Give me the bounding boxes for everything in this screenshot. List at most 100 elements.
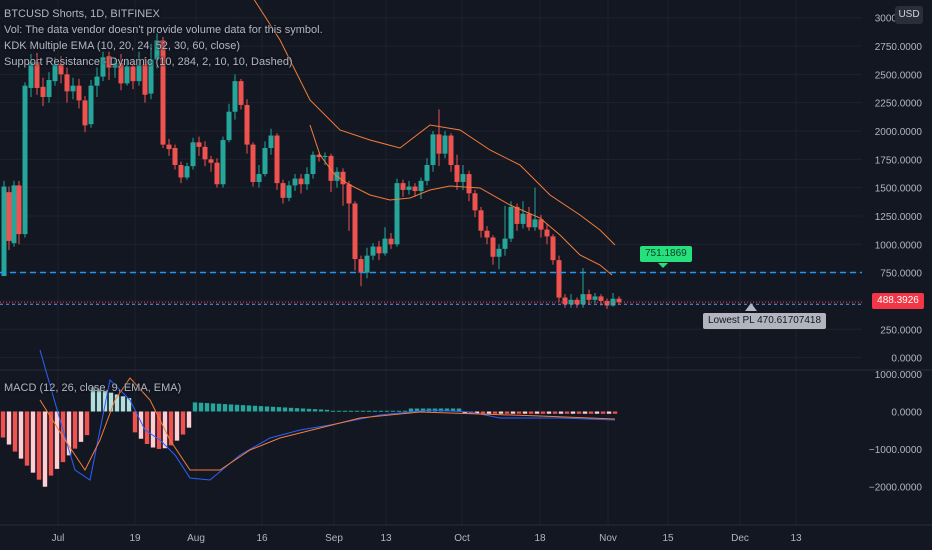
- macd-bar: [312, 409, 318, 412]
- candle: [568, 294, 574, 308]
- macd-bar: [96, 389, 102, 412]
- candle: [472, 189, 478, 218]
- candle: [388, 232, 394, 249]
- macd-bar: [6, 411, 12, 445]
- macd-bar: [36, 411, 42, 480]
- candle: [508, 201, 514, 243]
- candle: [532, 187, 538, 231]
- candle: [574, 297, 580, 308]
- macd-bar: [486, 411, 492, 414]
- candle: [400, 179, 406, 197]
- candle: [142, 57, 148, 103]
- candle: [436, 109, 442, 167]
- candle: [322, 152, 328, 165]
- candle: [550, 234, 556, 265]
- candle: [226, 103, 232, 143]
- candlesticks[interactable]: [1, 33, 622, 309]
- macd-bar: [522, 411, 528, 414]
- candle: [358, 255, 364, 287]
- macd-bar: [120, 396, 126, 412]
- candle: [286, 180, 292, 202]
- candle: [256, 164, 262, 188]
- macd-bar: [150, 411, 156, 448]
- candle: [478, 206, 484, 238]
- candle: [100, 51, 106, 82]
- candle: [292, 174, 298, 192]
- macd-bar: [270, 406, 276, 412]
- candle: [196, 136, 202, 156]
- candle: [310, 151, 316, 179]
- macd-bar: [534, 411, 540, 414]
- macd-bar: [204, 403, 210, 412]
- ema-line: [309, 124, 613, 276]
- candle: [220, 136, 226, 188]
- support-resistance-legend: Support Resistance - Dynamic (10, 284, 2…: [4, 56, 293, 68]
- macd-bar: [330, 410, 336, 412]
- candle: [406, 180, 412, 195]
- candle: [262, 141, 268, 177]
- macd-bar: [306, 408, 312, 412]
- time-tick-label: 19: [129, 533, 141, 544]
- macd-bar: [168, 411, 174, 446]
- candle: [76, 78, 82, 109]
- macd-tick-label: 1000.0000: [875, 370, 923, 381]
- candle: [592, 293, 598, 304]
- candle: [394, 178, 400, 247]
- price-tick-label: 750.0000: [880, 269, 922, 280]
- macd-bar: [438, 408, 444, 412]
- candle: [64, 67, 70, 103]
- candle: [346, 180, 352, 231]
- candle: [370, 243, 376, 261]
- candle: [352, 201, 358, 271]
- macd-axis[interactable]: 1000.0000 0.0000 −1000.0000 −2000.0000: [869, 370, 923, 494]
- macd-bar: [414, 408, 420, 412]
- time-tick-label: Aug: [187, 533, 205, 544]
- candle: [118, 53, 124, 91]
- candle: [466, 170, 472, 202]
- macd-bar: [84, 411, 90, 436]
- macd-bar: [336, 410, 342, 412]
- macd-bar: [396, 410, 402, 412]
- time-tick-label: Nov: [599, 533, 617, 544]
- macd-bar: [276, 407, 282, 412]
- candle: [70, 77, 76, 100]
- time-tick-label: 13: [790, 533, 802, 544]
- macd-bar: [360, 410, 366, 412]
- macd-bar: [156, 411, 162, 449]
- currency-button[interactable]: USD: [895, 6, 923, 24]
- candle: [304, 167, 310, 190]
- macd-bar: [402, 410, 408, 412]
- macd-bar: [318, 409, 324, 412]
- candle: [106, 51, 112, 81]
- candle: [1, 180, 7, 277]
- candle: [298, 174, 304, 194]
- candle: [562, 294, 568, 308]
- macd-bar: [384, 410, 390, 412]
- candle: [376, 240, 382, 261]
- candle: [34, 52, 40, 95]
- macd-bar: [66, 411, 72, 456]
- macd-bar: [582, 411, 588, 414]
- macd-bar: [594, 411, 600, 414]
- macd-bar: [510, 411, 516, 414]
- candle: [58, 56, 64, 84]
- time-axis[interactable]: Jul 19 Aug 16 Sep 13 Oct 18 Nov 15 Dec 13: [52, 533, 802, 544]
- macd-bar: [456, 408, 462, 412]
- candle: [232, 74, 238, 120]
- price-axis[interactable]: 3000.00002750.00002500.00002250.00002000…: [875, 14, 923, 365]
- macd-bar: [528, 411, 534, 414]
- macd-bar: [540, 411, 546, 414]
- macd-bar: [366, 410, 372, 412]
- time-tick-label: 16: [256, 533, 268, 544]
- candle: [520, 201, 526, 229]
- macd-bar: [294, 408, 300, 412]
- price-tick-label: 1000.0000: [875, 240, 923, 251]
- candle: [268, 128, 274, 155]
- macd-bar: [342, 410, 348, 412]
- macd-bar: [498, 411, 504, 414]
- macd-bar: [552, 411, 558, 414]
- price-tick-label: 2750.0000: [875, 42, 923, 53]
- candle: [202, 141, 208, 167]
- macd-bar: [132, 411, 138, 433]
